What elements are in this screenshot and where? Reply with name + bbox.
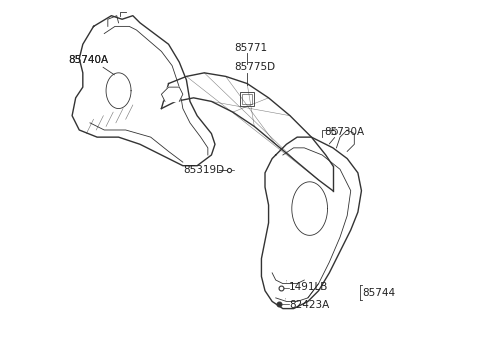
Text: 85775D: 85775D [235,63,276,72]
Text: 85744: 85744 [362,288,396,297]
Bar [240,93,253,106]
Text: 85771: 85771 [235,43,268,53]
Text: 85740A: 85740A [68,55,108,65]
Text: 1491LB: 1491LB [289,282,329,292]
Bar [242,94,252,104]
Polygon shape [161,87,183,102]
Text: 82423A: 82423A [289,300,330,310]
Text: 85740A: 85740A [68,55,108,65]
Text: 85730A: 85730A [324,127,364,137]
Text: 85319D: 85319D [183,165,224,175]
